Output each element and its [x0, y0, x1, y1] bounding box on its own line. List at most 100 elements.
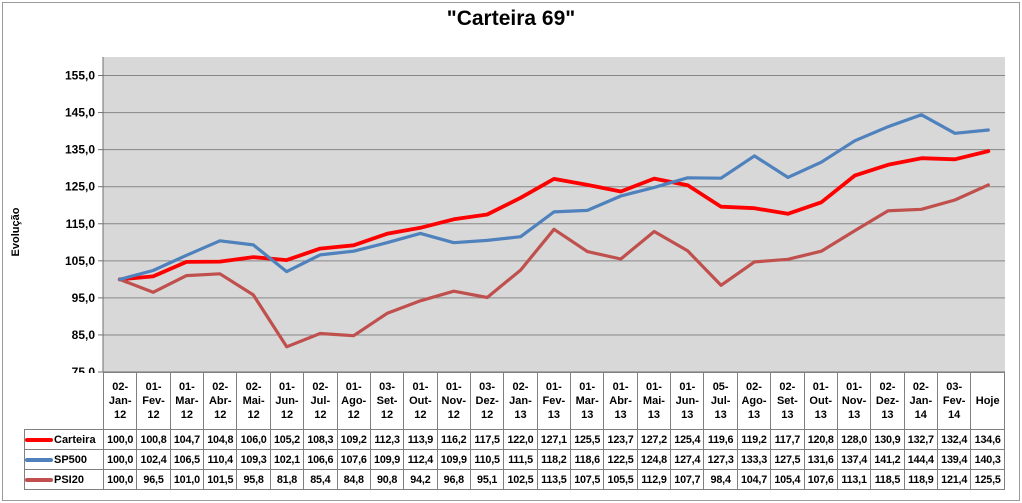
- legend-item-carteira: Carteira: [24, 429, 104, 450]
- x-axis-label: 02- Mai- 12: [236, 372, 271, 430]
- table-cell: 141,2: [870, 449, 905, 470]
- table-cell: 106,6: [303, 449, 338, 470]
- table-cell: 125,4: [670, 429, 705, 450]
- table-row-psi20: PSI20 100,0 96,5 101,0 101,5 95,8 81,8 85,4 84,8…: [24, 469, 1005, 490]
- x-axis-label: 03- Dez- 12: [469, 372, 505, 430]
- table-cell: 101,5: [203, 469, 238, 490]
- table-cell: 119,6: [703, 429, 738, 450]
- series-line-carteira: [117, 149, 991, 282]
- table-cell: 116,2: [436, 429, 471, 450]
- series-line-sp500: [118, 113, 990, 281]
- x-axis-label: 02- Jan- 14: [903, 372, 938, 430]
- table-cell: 109,2: [336, 429, 371, 450]
- plot-background: [103, 57, 1005, 372]
- table-cell: 107,5: [570, 469, 605, 490]
- table-cell: 112,3: [369, 429, 405, 450]
- table-cell: 140,3: [970, 449, 1005, 470]
- table-cell: 131,6: [803, 449, 838, 470]
- table-cell: 118,6: [570, 449, 605, 470]
- table-cell: 96,5: [136, 469, 171, 490]
- x-axis-label: 01- Jun- 13: [670, 372, 705, 430]
- x-axis-label: 02- Jul- 12: [303, 372, 338, 430]
- table-cell: 127,1: [536, 429, 572, 450]
- x-axis-label: 01- Ago- 12: [336, 372, 371, 430]
- table-cell: 102,5: [503, 469, 538, 490]
- x-axis-label: 02- Abr- 12: [203, 372, 238, 430]
- x-axis-label: 01- Nov- 13: [836, 372, 872, 430]
- table-cell: 120,8: [803, 429, 838, 450]
- table-cell: 98,4: [703, 469, 738, 490]
- table-cell: 127,4: [670, 449, 705, 470]
- table-cell: 100,0: [102, 469, 138, 490]
- table-cell: 128,0: [836, 429, 872, 450]
- table-cell: 109,3: [236, 449, 271, 470]
- x-axis-label: 01- Mar- 13: [570, 372, 605, 430]
- table-cell: 118,2: [536, 449, 572, 470]
- table-cell: 85,4: [303, 469, 338, 490]
- x-axis-label: 02- Ago- 13: [736, 372, 772, 430]
- series-line-psi20: [118, 183, 990, 349]
- table-cell: 100,0: [102, 449, 138, 470]
- table-cell: 125,5: [570, 429, 605, 450]
- x-axis-label-row: 02- Jan- 12 01- Fev- 12 01- Mar- 12 02- Abr- 12 02- M…: [25, 372, 1005, 430]
- y-axis-tick-label: 145,0: [65, 106, 95, 120]
- table-cell: 104,7: [169, 429, 205, 450]
- table-cell: 90,8: [369, 469, 405, 490]
- data-table: 02- Jan- 12 01- Fev- 12 01- Mar- 12 02- Abr- 12 02- M…: [24, 372, 1005, 490]
- table-cell: 122,0: [503, 429, 538, 450]
- x-axis-label: 01- Out- 12: [403, 372, 438, 430]
- table-cell: 112,4: [403, 449, 438, 470]
- table-cell: 117,7: [770, 429, 805, 450]
- table-cell: 118,9: [903, 469, 938, 490]
- x-axis-label: 02- Jan- 13: [503, 372, 538, 430]
- table-cell: 127,2: [636, 429, 672, 450]
- table-cell: 123,7: [603, 429, 638, 450]
- table-cell: 94,2: [403, 469, 438, 490]
- table-cell: 132,7: [903, 429, 938, 450]
- table-cell: 109,9: [436, 449, 471, 470]
- y-axis-tick-label: 135,0: [65, 143, 95, 157]
- table-cell: 113,9: [403, 429, 438, 450]
- legend-swatch-psi20: [25, 477, 53, 482]
- table-cell: 118,5: [870, 469, 905, 490]
- legend-item-sp500: SP500: [24, 449, 104, 470]
- table-cell: 137,4: [836, 449, 872, 470]
- table-cell: 110,5: [469, 449, 505, 470]
- table-cell: 122,5: [603, 449, 638, 470]
- table-cell: 104,8: [203, 429, 238, 450]
- table-cell: 105,4: [770, 469, 805, 490]
- x-axis-label: 01- Nov- 12: [436, 372, 471, 430]
- table-row-carteira: Carteira 100,0 100,8 104,7 104,8 106,0 105,2 10…: [24, 429, 1005, 450]
- x-axis-label: 01- Abr- 13: [603, 372, 638, 430]
- table-cell: 119,2: [736, 429, 772, 450]
- table-cell: 107,6: [336, 449, 371, 470]
- table-cell: 104,7: [736, 469, 772, 490]
- table-cell: 105,5: [603, 469, 638, 490]
- table-cell: 133,3: [736, 449, 772, 470]
- table-cell: 124,8: [636, 449, 672, 470]
- table-cell: 130,9: [870, 429, 905, 450]
- table-corner-cell: [25, 373, 104, 430]
- table-cell: 132,4: [936, 429, 972, 450]
- table-cell: 110,4: [203, 449, 238, 470]
- table-cell: 84,8: [336, 469, 371, 490]
- table-cell: 144,4: [903, 449, 938, 470]
- legend-label: SP500: [54, 453, 88, 466]
- table-cell: 109,9: [369, 449, 405, 470]
- x-axis-label: 01- Mar- 12: [169, 372, 205, 430]
- table-cell: 106,0: [236, 429, 271, 450]
- x-axis-label: 01- Fev- 12: [136, 372, 171, 430]
- legend-label: PSI20: [54, 473, 84, 486]
- table-cell: 102,4: [136, 449, 171, 470]
- table-cell: 95,1: [469, 469, 505, 490]
- x-axis-label: Hoje: [970, 372, 1005, 430]
- table-cell: 100,8: [136, 429, 171, 450]
- legend-swatch-carteira: [25, 437, 53, 442]
- table-cell: 139,4: [936, 449, 972, 470]
- x-axis-label: 01- Mai- 13: [636, 372, 672, 430]
- x-axis-label: 02- Dez- 13: [870, 372, 905, 430]
- x-axis-label: 02- Set- 13: [770, 372, 805, 430]
- table-cell: 95,8: [236, 469, 271, 490]
- table-cell: 105,2: [269, 429, 305, 450]
